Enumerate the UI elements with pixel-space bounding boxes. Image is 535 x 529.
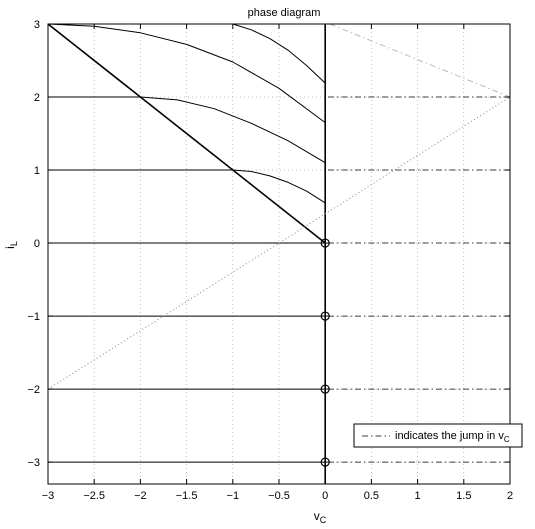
chart-title: phase diagram — [248, 7, 321, 19]
series-lines — [47, 23, 511, 484]
x-tick-label: 1.5 — [456, 490, 471, 502]
x-axis-label-main: v — [314, 509, 320, 523]
trajectory-line-9 — [47, 23, 326, 124]
legend-text: indicates the jump in vC — [395, 430, 510, 444]
axis-ticks: −3 −2.5 −2 −1.5 −1 −0.5 0 0.5 1 1.5 2 −3 −2 −1 0 1 2 3 — [27, 19, 513, 502]
legend-text-subscript: C — [504, 435, 510, 444]
y-axis-label: iL — [3, 241, 19, 249]
y-axis-label-main: i — [3, 246, 17, 249]
y-axis-label-subscript: L — [9, 241, 19, 246]
trajectory-line-7 — [48, 169, 326, 204]
y-tick-label: −1 — [27, 311, 40, 323]
y-tick-label: 3 — [34, 19, 40, 31]
plot-frame — [47, 23, 511, 485]
x-tick-label: −2 — [134, 490, 147, 502]
x-tick-label: −3 — [42, 490, 55, 502]
x-tick-label: 0 — [322, 490, 328, 502]
equilibrium-marker — [320, 238, 330, 248]
trajectory-line-10 — [232, 23, 326, 84]
x-tick-label: 0.5 — [364, 490, 379, 502]
trajectory-line-1 — [47, 23, 326, 244]
x-axis-label: vC — [314, 509, 327, 525]
grid — [47, 23, 511, 484]
trajectory-line-12 — [329, 23, 511, 98]
legend: indicates the jump in vC — [353, 423, 523, 448]
x-tick-label: −0.5 — [268, 490, 290, 502]
trajectory-line-11 — [47, 96, 511, 390]
y-tick-label: 1 — [34, 165, 40, 177]
x-tick-label: −1 — [227, 490, 240, 502]
equilibrium-marker — [320, 457, 330, 467]
x-tick-label: 2 — [507, 490, 513, 502]
y-tick-label: −3 — [27, 457, 40, 469]
trajectory-line-8 — [48, 96, 326, 164]
x-tick-label: −1.5 — [176, 490, 198, 502]
y-tick-label: −2 — [27, 384, 40, 396]
equilibrium-marker — [320, 311, 330, 321]
legend-box — [353, 423, 523, 448]
equilibrium-marker — [320, 384, 330, 394]
legend-text-main: indicates the jump in v — [395, 430, 504, 442]
equilibrium-markers — [320, 238, 330, 467]
x-axis-label-subscript: C — [320, 515, 327, 525]
y-tick-label: 0 — [34, 238, 40, 250]
y-tick-label: 2 — [34, 92, 40, 104]
x-tick-label: 1 — [415, 490, 421, 502]
x-tick-label: −2.5 — [83, 490, 105, 502]
